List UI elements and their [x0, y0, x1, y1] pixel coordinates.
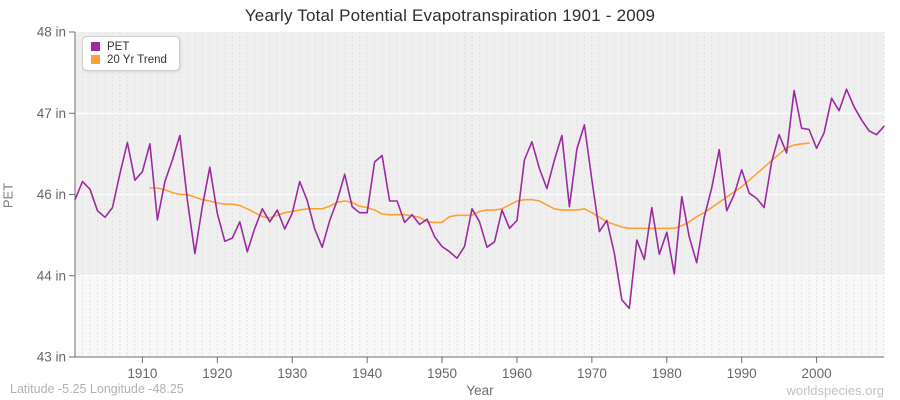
x-tick-label: 1940: [352, 366, 382, 381]
watermark: worldspecies.org: [786, 383, 884, 398]
x-tick-label: 1910: [127, 366, 157, 381]
legend-item-trend: 20 Yr Trend: [91, 53, 167, 66]
x-tick-label: 1970: [577, 366, 607, 381]
x-tick-label: 1960: [502, 366, 532, 381]
coordinates-caption: Latitude -5.25 Longitude -48.25: [10, 382, 184, 396]
x-axis-title: Year: [466, 383, 494, 398]
x-tick-label: 1980: [652, 366, 682, 381]
legend-label-trend: 20 Yr Trend: [107, 53, 167, 66]
trend-series-swatch-icon: [91, 55, 100, 64]
y-tick-label: 46 in: [37, 187, 66, 202]
pet-series-swatch-icon: [91, 42, 100, 51]
y-tick-label: 47 in: [37, 106, 66, 121]
x-tick-label: 1920: [202, 366, 232, 381]
legend-item-pet: PET: [91, 40, 167, 53]
y-tick-label: 43 in: [37, 350, 66, 365]
pet-line: [74, 88, 885, 310]
chart-title: Yearly Total Potential Evapotranspiratio…: [244, 6, 656, 25]
x-tick-label: 2000: [802, 366, 832, 381]
legend-label-pet: PET: [107, 40, 130, 53]
y-tick-label: 44 in: [37, 268, 66, 283]
y-tick-label: 48 in: [37, 25, 66, 40]
y-axis-title: PET: [0, 182, 16, 209]
legend: PET 20 Yr Trend: [82, 36, 180, 71]
x-tick-label: 1990: [727, 366, 757, 381]
x-tick-label: 1950: [427, 366, 457, 381]
x-tick-label: 1930: [277, 366, 307, 381]
